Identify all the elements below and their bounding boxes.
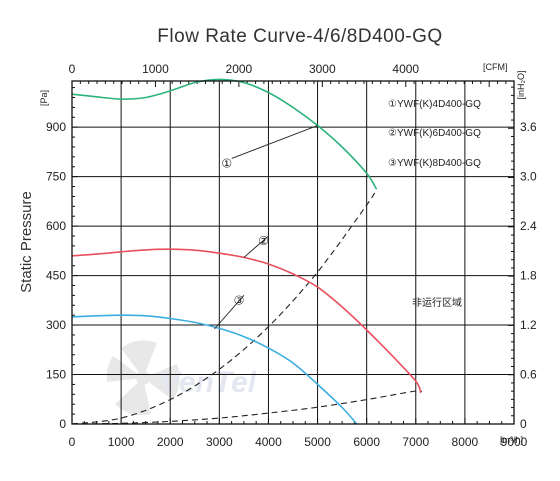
x-tick-label: 1000	[108, 435, 135, 449]
y-unit-label: [Pa]	[39, 90, 49, 106]
series-line-3	[71, 314, 358, 425]
y-right-tick-label: 1.2	[520, 318, 537, 332]
series-callout-line-3	[214, 295, 245, 330]
x-tick-label: 0	[69, 435, 76, 449]
y-right-tick-label: 1.8	[520, 269, 537, 283]
ventel-watermark: VenTel	[106, 340, 257, 416]
legend-entry-3: ③YWF(K)8D400-GQ	[388, 158, 481, 169]
x-top-tick-label: 3000	[309, 62, 336, 76]
chart-title: Flow Rate Curve-4/6/8D400-GQ	[157, 26, 442, 47]
series-callout-line-1	[231, 125, 318, 159]
y-axis-label: Static Pressure	[18, 191, 35, 293]
y-tick-label: 300	[46, 318, 66, 332]
y-right-tick-label: 0.6	[520, 368, 537, 382]
x-top-tick-label: 4000	[392, 62, 419, 76]
x-tick-label: 9000	[501, 435, 528, 449]
y-tick-label: 900	[46, 120, 66, 134]
series-callout-marker-1: ①	[221, 156, 232, 170]
system-curve-2	[71, 390, 422, 425]
series-line-1	[71, 78, 378, 190]
x-tick-label: 7000	[402, 435, 429, 449]
non-operating-region-label: 非运行区域	[412, 296, 462, 309]
y-right-tick-label: 3.0	[520, 170, 537, 184]
plot-frame	[71, 80, 515, 425]
legend-entry-1: ①YWF(K)4D400-GQ	[388, 99, 481, 110]
x-unit-label: [m³/h]	[500, 435, 523, 445]
y-tick-label: 450	[46, 269, 66, 283]
y-tick-label: 0	[59, 417, 66, 431]
x-top-tick-label: 1000	[142, 62, 169, 76]
svg-text:VenTel: VenTel	[160, 366, 257, 399]
x-tick-label: 4000	[255, 435, 282, 449]
series-callout-marker-2: ②	[258, 234, 269, 248]
y-tick-label: 750	[46, 170, 66, 184]
x-tick-label: 3000	[206, 435, 233, 449]
legend-entry-2: ②YWF(K)6D400-GQ	[388, 128, 481, 139]
x-top-tick-label: 2000	[226, 62, 253, 76]
y-right-tick-label: 3.6	[520, 120, 537, 134]
x-tick-label: 6000	[353, 435, 380, 449]
y-right-tick-label: 2.4	[520, 219, 537, 233]
x-top-unit-label: [CFM]	[483, 62, 508, 72]
x-tick-label: 2000	[157, 435, 184, 449]
x-tick-label: 5000	[304, 435, 331, 449]
y-right-tick-label: 0	[520, 417, 527, 431]
series-callout-line-2	[243, 235, 269, 258]
x-tick-label: 8000	[452, 435, 479, 449]
series-callout-marker-3: ③	[234, 293, 245, 307]
series-line-2	[71, 248, 422, 393]
system-curve-1	[71, 188, 377, 425]
y-tick-label: 600	[46, 219, 66, 233]
x-top-tick-label: 0	[69, 62, 76, 76]
y-right-unit-label: [inH₂O]	[516, 71, 526, 100]
y-tick-label: 150	[46, 368, 66, 382]
